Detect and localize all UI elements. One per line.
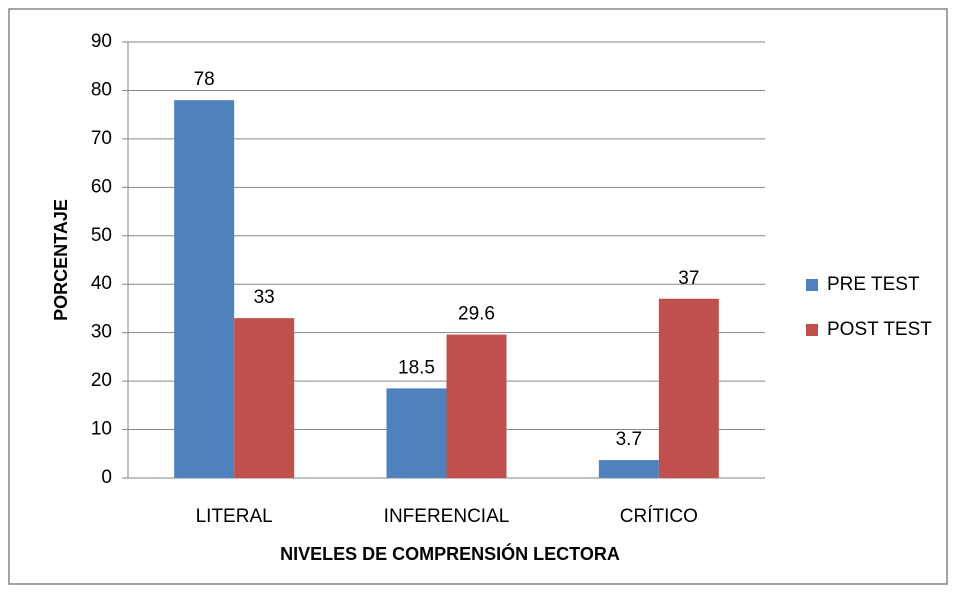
bar	[598, 460, 659, 478]
chart-border	[8, 8, 948, 585]
x-tick-label: CRÍTICO	[620, 506, 698, 527]
data-label: 18.5	[398, 357, 435, 378]
x-tick-label: LITERAL	[196, 506, 273, 527]
bar	[234, 318, 295, 478]
y-tick-label: 90	[91, 31, 112, 52]
y-tick-label: 60	[91, 176, 112, 197]
y-tick-label: 20	[91, 370, 112, 391]
bar	[386, 388, 447, 478]
data-label: 37	[678, 268, 699, 289]
y-tick-label: 40	[91, 273, 112, 294]
legend-swatch	[806, 324, 818, 336]
x-axis-title: NIVELES DE COMPRENSIÓN LECTORA	[280, 543, 620, 564]
y-tick-label: 10	[91, 419, 112, 440]
data-label: 29.6	[458, 304, 495, 325]
y-tick-label: 80	[91, 79, 112, 100]
x-tick-label: INFERENCIAL	[384, 506, 510, 527]
y-tick-label: 70	[91, 128, 112, 149]
bar	[658, 298, 719, 478]
y-axis-title: PORCENTAJE	[51, 199, 71, 321]
legend-label: PRE TEST	[827, 274, 920, 295]
legend-label: POST TEST	[827, 319, 932, 340]
data-label: 3.7	[616, 429, 642, 450]
data-label: 78	[194, 69, 215, 90]
y-tick-label: 0	[101, 467, 112, 488]
bar	[174, 100, 235, 478]
data-label: 33	[254, 287, 275, 308]
legend-swatch	[806, 279, 818, 291]
bar	[446, 334, 507, 478]
y-tick-label: 50	[91, 225, 112, 246]
y-tick-label: 30	[91, 322, 112, 343]
